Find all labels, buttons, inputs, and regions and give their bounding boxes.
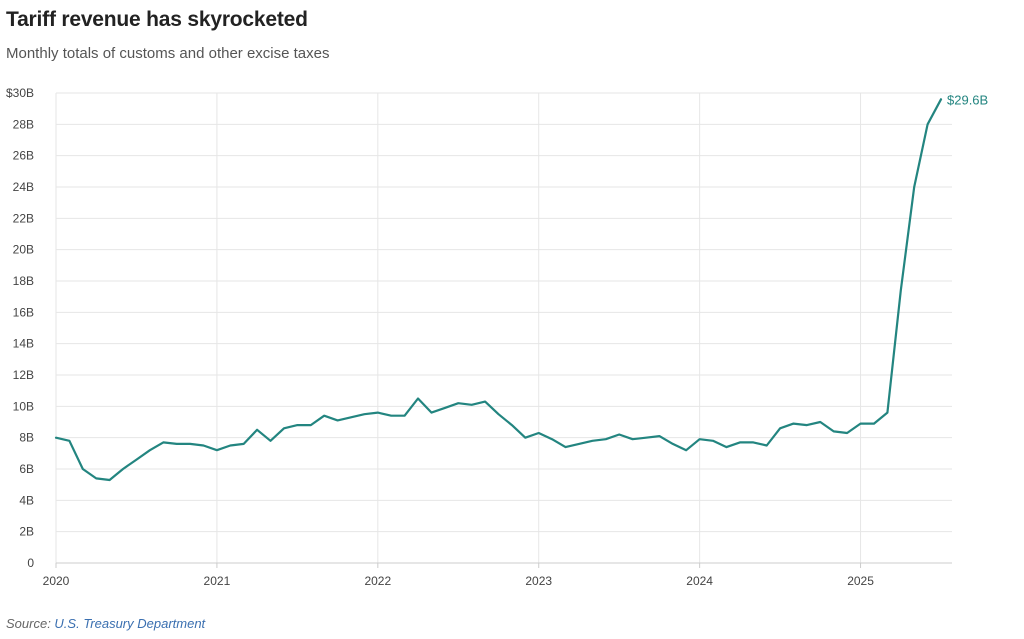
y-tick-label: 14B: [13, 337, 34, 351]
revenue-line: [54, 98, 943, 482]
chart-subtitle: Monthly totals of customs and other exci…: [6, 45, 330, 62]
x-tick-label: 2021: [204, 574, 231, 588]
source-note: Source: U.S. Treasury Department: [6, 616, 205, 631]
x-tick-label: 2024: [686, 574, 713, 588]
y-tick-label: 8B: [19, 431, 34, 445]
line-chart: 0 2B 4B 6B 8B 10B 12B 14B 16B 18B 20B 22B 24B 26B 28B $…: [6, 86, 988, 588]
x-tick-label: 2022: [364, 574, 391, 588]
source-prefix: Source:: [6, 616, 55, 631]
y-tick-label: 20B: [13, 243, 34, 257]
y-tick-label: 26B: [13, 149, 34, 163]
grid-lines: [55, 92, 952, 563]
y-tick-label: 16B: [13, 305, 34, 319]
chart-title: Tariff revenue has skyrocketed: [6, 8, 308, 31]
source-link[interactable]: U.S. Treasury Department: [54, 616, 206, 631]
tick-labels: 0 2B 4B 6B 8B 10B 12B 14B 16B 18B 20B 22B 24B 26B 28B $…: [6, 86, 874, 588]
y-tick-label: 22B: [13, 211, 34, 225]
y-tick-label: $30B: [6, 86, 34, 100]
series-layer: $29.6B: [54, 92, 988, 482]
axes: [55, 562, 952, 568]
y-tick-label: 6B: [19, 462, 34, 476]
y-tick-label: 18B: [13, 274, 34, 288]
y-tick-label: 24B: [13, 180, 34, 194]
y-tick-label: 28B: [13, 117, 34, 131]
y-tick-label: 10B: [13, 399, 34, 413]
x-tick-label: 2025: [847, 574, 874, 588]
y-tick-label: 4B: [19, 493, 34, 507]
y-tick-label: 0: [27, 556, 34, 570]
x-tick-label: 2023: [525, 574, 552, 588]
x-tick-label: 2020: [43, 574, 70, 588]
y-tick-label: 12B: [13, 368, 34, 382]
y-tick-label: 2B: [19, 525, 34, 539]
end-value-label: $29.6B: [947, 92, 988, 107]
